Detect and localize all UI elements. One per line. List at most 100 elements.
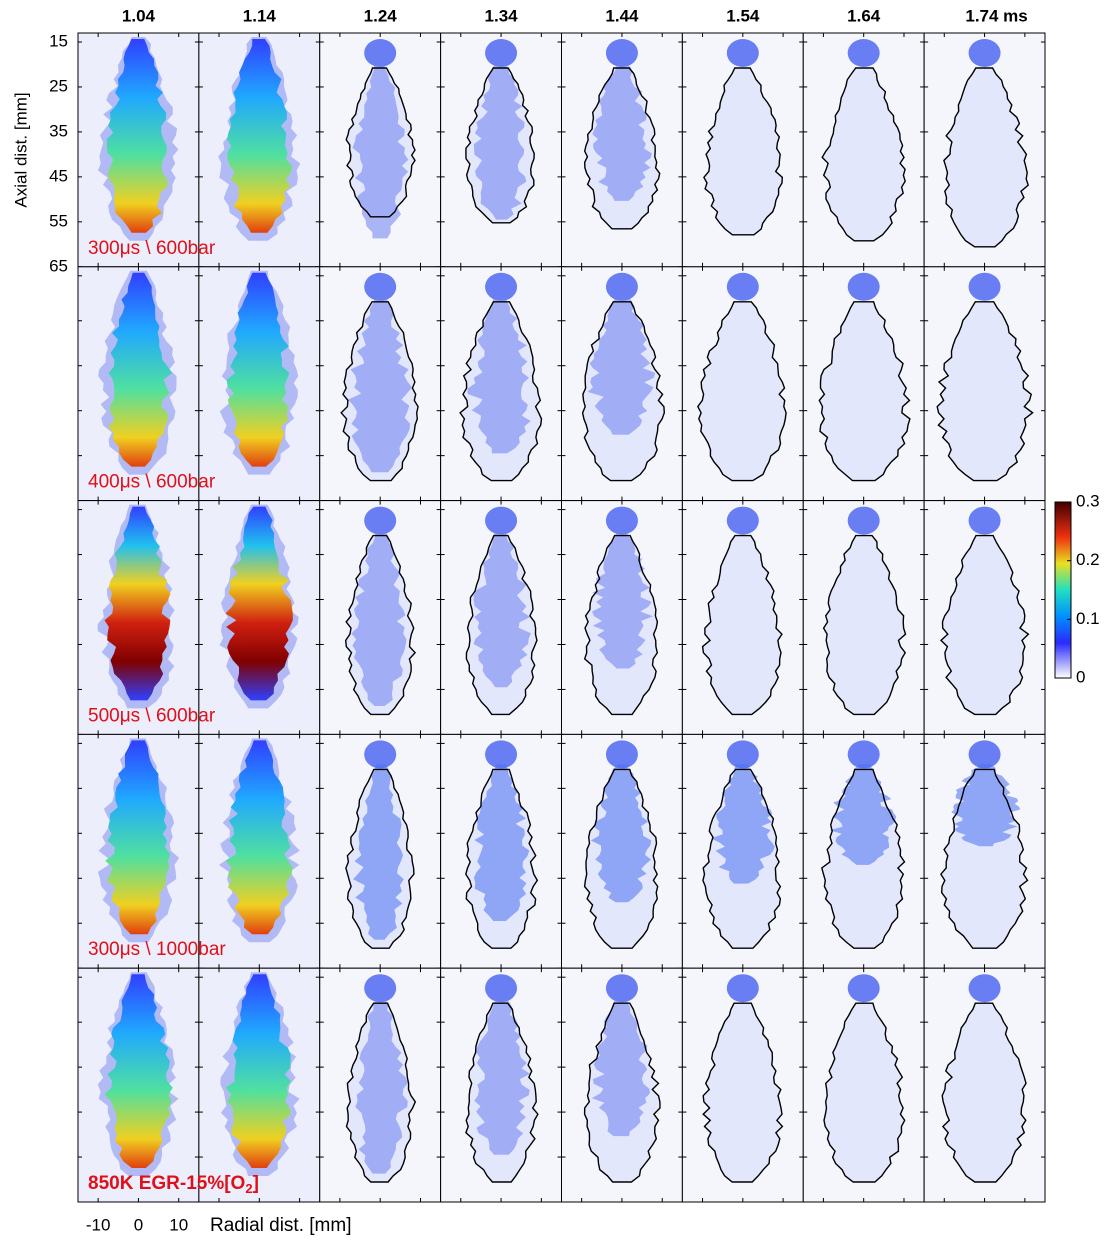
boundary-outline — [345, 768, 415, 949]
tip-signal — [726, 39, 759, 67]
colorbar-tick-label: 0.3 — [1076, 491, 1100, 510]
plume-core — [227, 39, 293, 233]
image-panel — [681, 967, 804, 1203]
vapor-region — [819, 301, 910, 481]
plume-core — [225, 974, 291, 1168]
inner-signal — [353, 764, 404, 940]
plume-core — [104, 974, 173, 1168]
column-label: 1.44 — [605, 6, 639, 25]
tip-signal — [847, 506, 880, 535]
inner-signal — [587, 296, 656, 435]
tip-signal — [485, 974, 518, 1003]
plume-core — [225, 506, 293, 701]
image-panel — [802, 967, 925, 1203]
image-panel — [440, 967, 562, 1203]
tip-signal — [364, 506, 397, 535]
vapor-region — [941, 535, 1029, 715]
image-panel — [561, 32, 683, 268]
boundary-outline — [821, 67, 906, 242]
tip-signal — [726, 974, 759, 1003]
tip-signal — [968, 506, 1001, 535]
vapor-region — [697, 301, 787, 481]
boundary-outline — [344, 534, 417, 716]
image-panel — [77, 967, 200, 1203]
boundary-outline — [583, 1002, 661, 1183]
inner-signal — [352, 63, 409, 239]
boundary-outline — [823, 1002, 906, 1183]
image-panel — [923, 967, 1046, 1203]
image-panel — [923, 32, 1046, 268]
y-tick-label: 25 — [49, 76, 68, 95]
image-panel — [681, 500, 804, 735]
inner-signal — [473, 530, 531, 688]
boundary-outline — [701, 534, 783, 716]
colorbar-tick-label: 0.2 — [1076, 550, 1100, 569]
inner-signal — [592, 530, 653, 669]
boundary-outline — [820, 768, 906, 949]
boundary-outline — [345, 67, 416, 218]
image-panel — [923, 500, 1046, 735]
boundary-outline — [702, 768, 782, 949]
tip-signal — [364, 974, 397, 1003]
boundary-outline — [345, 1002, 417, 1183]
image-panel — [319, 500, 442, 735]
tip-signal — [485, 506, 518, 535]
boundary-outline — [581, 301, 666, 482]
y-tick-label: 45 — [49, 166, 68, 185]
plume-core — [104, 506, 171, 701]
tip-signal — [485, 39, 518, 67]
image-panel — [561, 266, 683, 502]
vapor-region — [703, 1003, 783, 1182]
colorbar — [1054, 501, 1072, 679]
image-panel — [319, 733, 442, 969]
tip-signal — [847, 740, 880, 769]
row-label: 400μs \ 600bar — [88, 472, 216, 493]
boundary-outline — [940, 768, 1029, 949]
image-panel — [802, 32, 925, 268]
plume-core — [225, 740, 293, 935]
image-panel — [198, 967, 321, 1203]
tip-signal — [605, 506, 638, 535]
boundary-outline — [465, 768, 539, 949]
tip-signal — [605, 740, 638, 769]
boundary-outline — [696, 301, 787, 482]
vapor-region — [702, 535, 782, 715]
x-tick-label: -10 — [86, 1215, 111, 1234]
y-tick-label: 15 — [49, 31, 68, 50]
image-panel — [77, 32, 200, 268]
plume-core — [226, 272, 290, 467]
plume-core — [108, 272, 172, 467]
image-panel — [681, 32, 804, 268]
boundary-outline — [583, 768, 659, 949]
tip-signal — [485, 740, 518, 769]
image-panel — [681, 266, 804, 502]
tip-signal — [605, 974, 638, 1003]
y-tick-label: 35 — [49, 121, 68, 140]
inner-signal — [355, 998, 408, 1174]
tip-signal — [605, 272, 638, 301]
boundary-outline — [703, 67, 784, 236]
image-panel — [198, 266, 321, 502]
row-label-text: 850K EGR-15%[O — [88, 1173, 245, 1194]
boundary-outline — [465, 67, 535, 224]
tip-signal — [968, 974, 1001, 1003]
row-label: 300μs \ 1000bar — [88, 939, 226, 960]
inner-signal — [348, 296, 412, 473]
inner-signal — [592, 63, 652, 201]
plume-core — [106, 39, 168, 233]
boundary-outline — [340, 301, 419, 482]
colorbar-tick-label: 0 — [1076, 667, 1085, 686]
inner-signal — [711, 764, 775, 884]
vapor-region — [943, 68, 1029, 247]
vapor-region — [823, 535, 906, 715]
image-panel — [802, 733, 925, 969]
column-label: 1.24 — [364, 6, 398, 25]
vapor-region — [822, 68, 906, 241]
tip-signal — [726, 272, 759, 301]
boundary-outline — [941, 1002, 1027, 1183]
inner-signal — [473, 764, 530, 921]
inner-signal — [467, 296, 531, 454]
boundary-outline — [943, 67, 1030, 248]
image-panel — [440, 733, 562, 969]
inner-signal — [590, 764, 652, 903]
